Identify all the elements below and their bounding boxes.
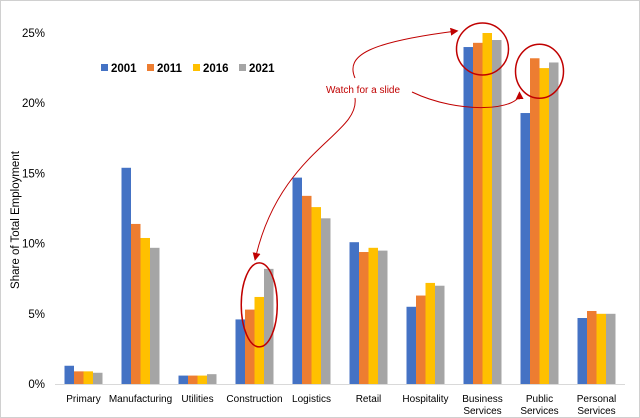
bar-2001-business-services xyxy=(463,47,473,384)
x-tick-label: Construction xyxy=(226,394,282,405)
bar-2016-primary xyxy=(83,371,93,384)
bar-2021-business-services xyxy=(492,40,502,385)
x-tick-label: Business Services xyxy=(462,394,503,417)
y-tick-label: 15% xyxy=(22,168,45,180)
bar-2001-utilities xyxy=(178,375,188,384)
bar-2021-hospitality xyxy=(435,285,445,384)
legend-label: 2016 xyxy=(203,63,229,75)
bar-2016-logistics xyxy=(311,207,321,384)
bar-2011-utilities xyxy=(188,375,198,384)
y-tick-label: 5% xyxy=(28,309,45,321)
y-tick-label: 0% xyxy=(28,379,45,391)
bar-2011-personal-services xyxy=(587,310,597,384)
bar-2001-hospitality xyxy=(406,306,416,384)
bar-2011-manufacturing xyxy=(131,223,141,384)
bar-2016-retail xyxy=(368,247,378,384)
bar-2021-public-services xyxy=(549,62,559,384)
y-axis-label: Share of Total Employment xyxy=(10,150,22,289)
bar-2001-logistics xyxy=(292,177,302,384)
annotation-arrow-construction xyxy=(252,97,356,261)
y-tick-label: 10% xyxy=(22,239,45,251)
x-tick-label: Retail xyxy=(356,394,382,405)
annotations: Watch for a slide xyxy=(240,22,565,348)
legend-label: 2001 xyxy=(111,63,137,75)
annotation-label: Watch for a slide xyxy=(326,85,401,96)
bar-2011-construction xyxy=(245,309,255,384)
bar-2016-hospitality xyxy=(425,282,435,384)
x-axis: Primary Manufacturing Utilities Constructio… xyxy=(55,384,625,417)
bar-2021-construction xyxy=(264,268,274,384)
bar-2016-personal-services xyxy=(596,313,606,384)
legend-swatch xyxy=(239,64,246,71)
bar-2011-business-services xyxy=(473,42,483,384)
bar-2021-logistics xyxy=(321,218,331,384)
legend-label: 2021 xyxy=(249,63,275,75)
annotation-arrow-business-services xyxy=(352,27,459,79)
bar-2021-utilities xyxy=(207,374,217,384)
x-tick-label: Primary xyxy=(66,394,100,405)
y-tick-label: 25% xyxy=(22,28,45,40)
bar-2021-primary xyxy=(93,372,103,384)
bar-2011-hospitality xyxy=(416,295,426,384)
bar-2011-public-services xyxy=(530,58,540,385)
y-axis: 0% 5% 10% 15% 20% 25% xyxy=(22,28,45,391)
legend-swatch xyxy=(147,64,154,71)
bar-2016-manufacturing xyxy=(140,237,150,384)
bar-2001-personal-services xyxy=(577,318,587,384)
x-tick-label: Hospitality xyxy=(402,394,448,405)
bars xyxy=(64,33,616,385)
y-tick-label: 20% xyxy=(22,98,45,110)
bar-2001-manufacturing xyxy=(121,167,131,384)
bar-2001-primary xyxy=(64,365,74,384)
legend-label: 2011 xyxy=(157,63,183,75)
legend: 2001 2011 2016 2021 xyxy=(101,63,275,75)
x-tick-label: Personal Services xyxy=(577,394,616,417)
highlight-ellipse-construction xyxy=(240,262,278,348)
bar-2011-retail xyxy=(359,252,369,384)
bar-2001-retail xyxy=(349,242,359,384)
bar-2016-business-services xyxy=(482,33,492,384)
bar-2016-public-services xyxy=(539,68,549,384)
bar-2016-construction xyxy=(254,296,264,384)
x-tick-label: Manufacturing xyxy=(109,394,172,405)
bar-2021-retail xyxy=(378,250,388,384)
legend-swatch xyxy=(193,64,200,71)
bar-2016-utilities xyxy=(197,375,207,384)
x-tick-label: Public Services xyxy=(520,394,558,417)
bar-2011-primary xyxy=(74,371,84,384)
annotation-arrow-public-services xyxy=(411,91,524,109)
highlight-ellipse-public-services xyxy=(514,43,565,100)
x-tick-label: Logistics xyxy=(292,394,331,405)
highlight-ellipse-business-services xyxy=(455,22,510,76)
bar-2001-construction xyxy=(235,319,245,384)
bar-2011-logistics xyxy=(302,195,312,384)
legend-swatch xyxy=(101,64,108,71)
bar-2021-personal-services xyxy=(606,313,616,384)
bar-2001-public-services xyxy=(520,113,530,384)
x-tick-label: Utilities xyxy=(181,394,213,405)
bar-2021-manufacturing xyxy=(150,247,160,384)
